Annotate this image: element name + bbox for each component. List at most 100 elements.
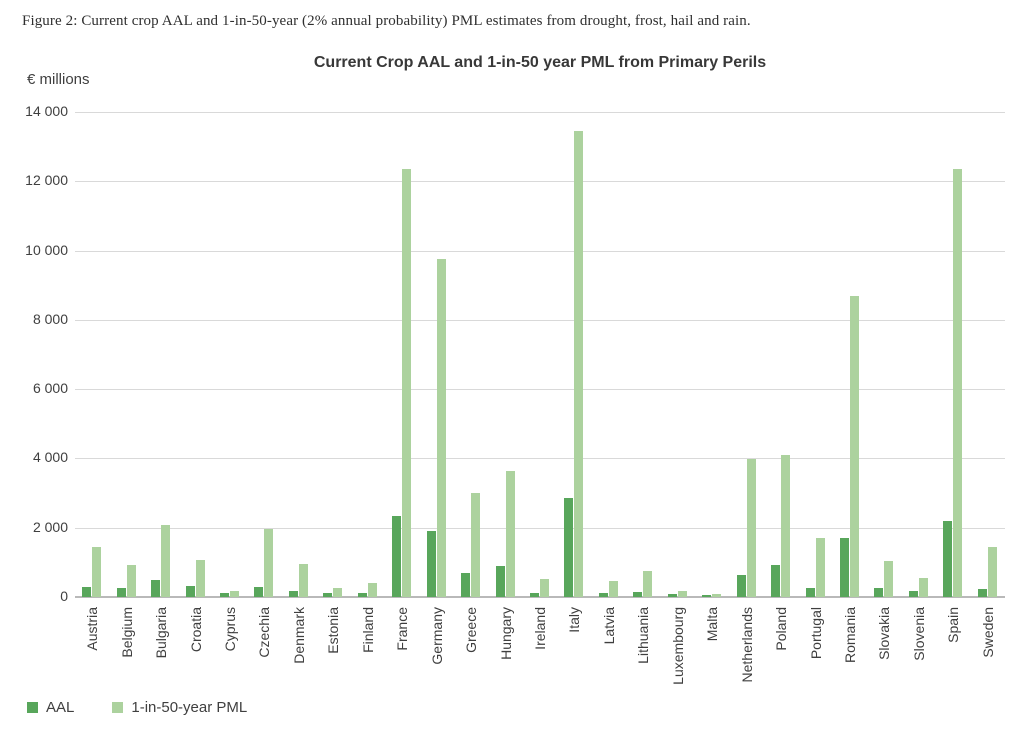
bar-pml-estonia bbox=[333, 588, 342, 597]
x-axis-label-malta: Malta bbox=[704, 607, 720, 642]
bar-pml-greece bbox=[471, 493, 480, 597]
x-axis-label-germany: Germany bbox=[429, 607, 445, 665]
bar-aal-croatia bbox=[186, 586, 195, 597]
bar-pml-luxembourg bbox=[678, 591, 687, 597]
bar-pml-netherlands bbox=[747, 459, 756, 597]
x-axis-label-poland: Poland bbox=[773, 607, 789, 651]
y-tick-label: 12 000 bbox=[25, 172, 68, 189]
gridline-10000 bbox=[75, 250, 1005, 252]
bar-pml-croatia bbox=[196, 560, 205, 597]
bar-pml-ireland bbox=[540, 579, 549, 597]
bar-aal-finland bbox=[358, 593, 367, 597]
bar-aal-portugal bbox=[806, 588, 815, 597]
figure-caption: Figure 2: Current crop AAL and 1-in-50-y… bbox=[22, 13, 751, 29]
bar-pml-denmark bbox=[299, 564, 308, 597]
y-tick-label: 6 000 bbox=[32, 380, 68, 397]
bar-aal-romania bbox=[840, 538, 849, 597]
bar-pml-romania bbox=[850, 296, 859, 597]
bar-aal-cyprus bbox=[220, 593, 229, 597]
bar-aal-spain bbox=[943, 521, 952, 597]
legend-label-pml: 1-in-50-year PML bbox=[131, 699, 248, 716]
bar-pml-poland bbox=[781, 455, 790, 597]
bar-aal-france bbox=[392, 516, 401, 597]
gridline-8000 bbox=[75, 319, 1005, 321]
gridline-2000 bbox=[75, 527, 1005, 529]
bar-aal-netherlands bbox=[737, 575, 746, 597]
x-axis-label-spain: Spain bbox=[945, 607, 961, 643]
bar-aal-belgium bbox=[117, 588, 126, 597]
bar-pml-hungary bbox=[506, 471, 515, 597]
legend-entry-pml: 1-in-50-year PML bbox=[112, 699, 247, 716]
y-tick-label: 0 bbox=[60, 588, 68, 604]
bar-pml-malta bbox=[712, 594, 721, 597]
bar-pml-finland bbox=[368, 583, 377, 597]
bar-aal-germany bbox=[427, 531, 436, 597]
x-axis-label-belgium: Belgium bbox=[119, 607, 135, 658]
bar-pml-slovakia bbox=[884, 561, 893, 597]
chart-title: Current Crop AAL and 1-in-50 year PML fr… bbox=[313, 54, 767, 71]
x-axis-label-portugal: Portugal bbox=[808, 607, 824, 660]
legend-swatch-pml-icon bbox=[112, 702, 124, 713]
x-axis-label-czechia: Czechia bbox=[256, 607, 272, 658]
x-axis-label-ireland: Ireland bbox=[532, 607, 548, 650]
bar-aal-poland bbox=[771, 565, 780, 597]
bar-aal-czechia bbox=[254, 587, 263, 597]
legend: AAL 1-in-50-year PML bbox=[27, 699, 247, 716]
x-axis-label-austria: Austria bbox=[84, 607, 100, 651]
x-axis-label-netherlands: Netherlands bbox=[739, 607, 755, 683]
gridline-4000 bbox=[75, 458, 1005, 460]
bar-pml-belgium bbox=[127, 565, 136, 597]
bar-pml-france bbox=[402, 169, 411, 597]
x-axis-label-hungary: Hungary bbox=[498, 607, 514, 660]
legend-swatch-aal-icon bbox=[27, 702, 38, 713]
x-axis-label-france: France bbox=[394, 607, 410, 651]
y-tick-label: 10 000 bbox=[25, 241, 68, 258]
bar-aal-italy bbox=[564, 498, 573, 597]
bar-aal-latvia bbox=[599, 593, 608, 597]
bar-pml-slovenia bbox=[919, 578, 928, 597]
x-axis-label-italy: Italy bbox=[566, 607, 582, 633]
bar-aal-denmark bbox=[289, 591, 298, 597]
bar-aal-slovakia bbox=[874, 588, 883, 597]
legend-entry-aal: AAL bbox=[27, 699, 74, 716]
x-axis-label-luxembourg: Luxembourg bbox=[670, 607, 686, 685]
y-axis-unit-label: € millions bbox=[27, 71, 90, 88]
y-tick-label: 2 000 bbox=[32, 518, 68, 535]
x-axis-label-sweden: Sweden bbox=[980, 607, 996, 658]
bar-aal-slovenia bbox=[909, 591, 918, 597]
x-axis-label-latvia: Latvia bbox=[601, 607, 617, 645]
gridline-12000 bbox=[75, 181, 1005, 183]
gridline-14000 bbox=[75, 112, 1005, 113]
gridline-0 bbox=[75, 596, 1005, 598]
x-axis-label-croatia: Croatia bbox=[188, 607, 204, 653]
x-axis-label-bulgaria: Bulgaria bbox=[153, 607, 169, 659]
bar-pml-spain bbox=[953, 169, 962, 597]
y-tick-label: 14 000 bbox=[25, 103, 68, 119]
bar-pml-sweden bbox=[988, 547, 997, 597]
bar-pml-latvia bbox=[609, 581, 618, 597]
bar-aal-malta bbox=[702, 595, 711, 597]
bar-pml-germany bbox=[437, 259, 446, 597]
x-axis-label-slovakia: Slovakia bbox=[876, 607, 892, 660]
bar-aal-austria bbox=[82, 587, 91, 597]
bar-aal-bulgaria bbox=[151, 580, 160, 597]
bar-aal-sweden bbox=[978, 589, 987, 597]
gridline-6000 bbox=[75, 389, 1005, 391]
bar-pml-italy bbox=[574, 131, 583, 597]
bar-pml-cyprus bbox=[230, 591, 239, 597]
bar-pml-lithuania bbox=[643, 571, 652, 597]
y-tick-label: 4 000 bbox=[32, 449, 68, 466]
y-tick-label: 8 000 bbox=[32, 310, 68, 327]
x-axis-label-cyprus: Cyprus bbox=[222, 607, 238, 652]
x-axis-label-romania: Romania bbox=[842, 607, 858, 664]
x-axis-label-greece: Greece bbox=[463, 607, 479, 653]
bar-aal-luxembourg bbox=[668, 594, 677, 597]
bar-pml-czechia bbox=[264, 529, 273, 597]
x-axis-label-lithuania: Lithuania bbox=[635, 607, 651, 664]
bar-aal-lithuania bbox=[633, 592, 642, 597]
bar-aal-ireland bbox=[530, 593, 539, 597]
bar-pml-portugal bbox=[816, 538, 825, 597]
x-axis-label-denmark: Denmark bbox=[291, 607, 307, 664]
